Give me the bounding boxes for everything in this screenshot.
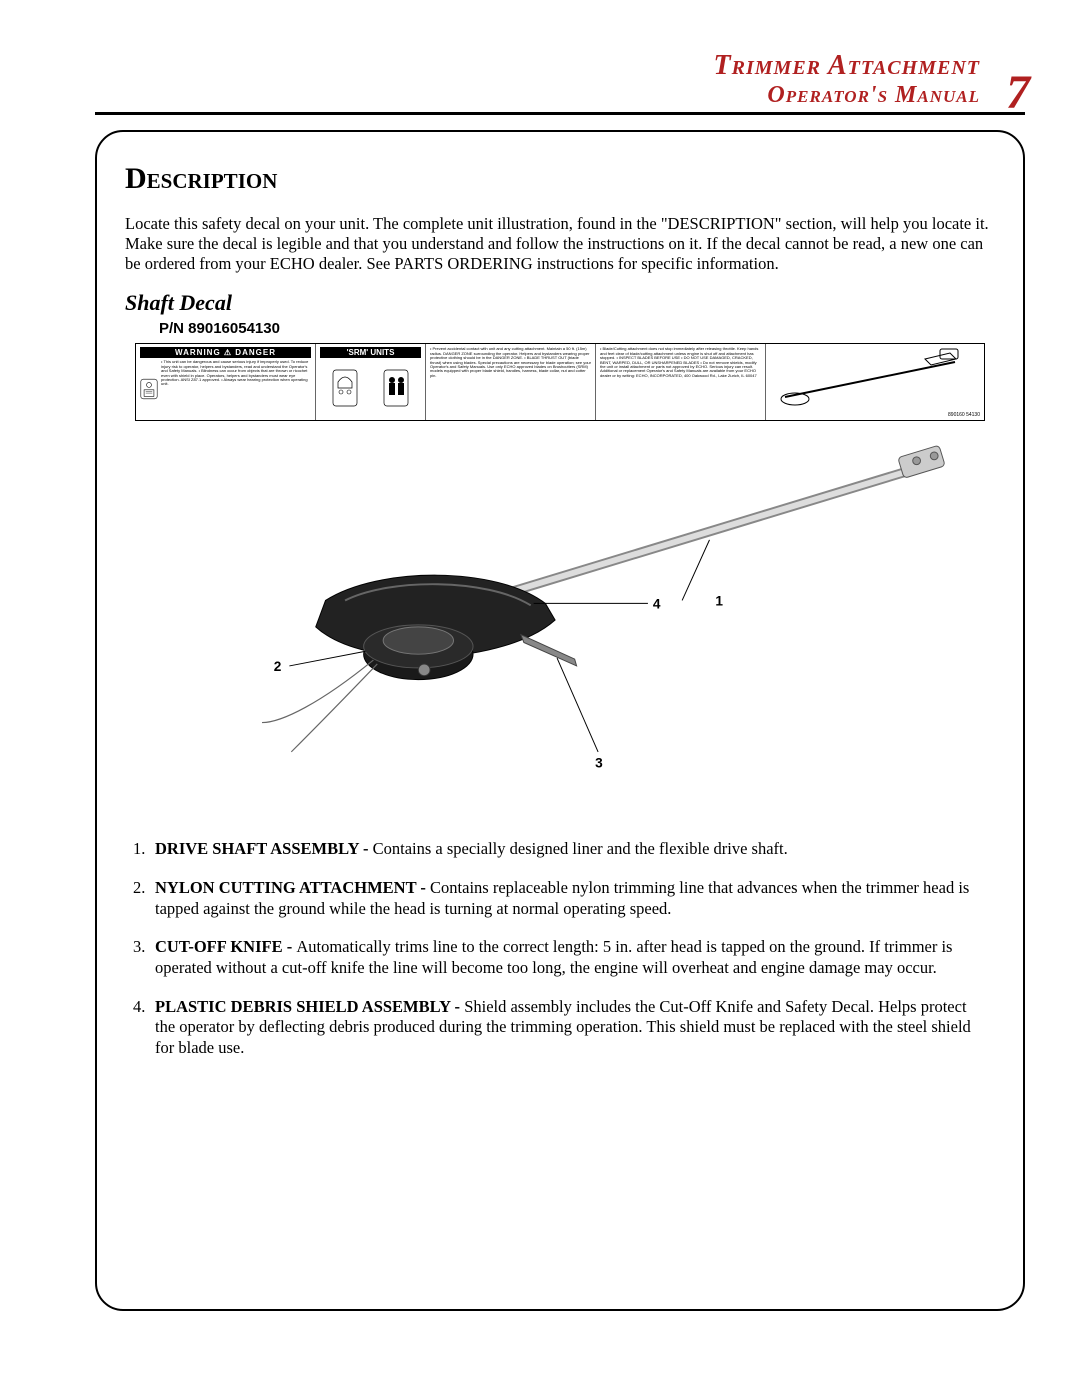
page-header: Trimmer Attachment Operator's Manual 7 xyxy=(714,50,980,109)
part-number: P/N 89016054130 xyxy=(159,320,995,337)
intro-paragraph: Locate this safety decal on your unit. T… xyxy=(125,214,995,274)
content-box: Description Locate this safety decal on … xyxy=(95,130,1025,1311)
decal-text-4: • Blade/Cutting attachment does not stop… xyxy=(600,347,761,378)
list-body: DRIVE SHAFT ASSEMBLY - Contains a specia… xyxy=(155,839,987,860)
warning-text: • This unit can be dangerous and cause s… xyxy=(161,360,311,417)
header-rule xyxy=(95,112,1025,115)
persons-icon xyxy=(382,368,410,408)
decal-panel-srm: 'SRM' UNITS xyxy=(316,344,426,420)
safety-decal: WARNING ⚠ DANGER • This unit can be dang… xyxy=(135,343,985,421)
list-label: PLASTIC DEBRIS SHIELD ASSEMBLY - xyxy=(155,997,464,1016)
list-item: 2. NYLON CUTTING ATTACHMENT - Contains r… xyxy=(133,878,987,919)
list-item: 4. PLASTIC DEBRIS SHIELD ASSEMBLY - Shie… xyxy=(133,997,987,1059)
trimmer-small-icon xyxy=(770,347,980,417)
decal-panel-5: 890160 54130 xyxy=(766,344,984,420)
list-label: DRIVE SHAFT ASSEMBLY - xyxy=(155,839,373,858)
hardhat-icon xyxy=(331,368,359,408)
decal-panel-4: • Blade/Cutting attachment does not stop… xyxy=(596,344,766,420)
callout-1: 1 xyxy=(715,594,723,609)
decal-panel-warning: WARNING ⚠ DANGER • This unit can be dang… xyxy=(136,344,316,420)
list-body: PLASTIC DEBRIS SHIELD ASSEMBLY - Shield … xyxy=(155,997,987,1059)
trimmer-line xyxy=(262,660,377,752)
read-manual-icon xyxy=(140,360,158,417)
list-body: CUT-OFF KNIFE - Automatically trims line… xyxy=(155,937,987,978)
cut-off-knife xyxy=(521,635,577,666)
list-body: NYLON CUTTING ATTACHMENT - Contains repl… xyxy=(155,878,987,919)
decal-number: 890160 54130 xyxy=(948,412,980,418)
callout-3: 3 xyxy=(595,756,603,771)
product-illustration: 1 4 2 3 xyxy=(135,425,985,815)
callout-4: 4 xyxy=(653,597,661,612)
decal-panel-3: • Prevent accidental contact with unit a… xyxy=(426,344,596,420)
list-number: 3. xyxy=(133,937,155,978)
parts-list: 1. DRIVE SHAFT ASSEMBLY - Contains a spe… xyxy=(125,839,995,1058)
list-number: 2. xyxy=(133,878,155,919)
srm-header: 'SRM' UNITS xyxy=(320,347,421,358)
header-title-1: Trimmer Attachment xyxy=(714,50,980,82)
list-number: 1. xyxy=(133,839,155,860)
warning-header: WARNING ⚠ DANGER xyxy=(140,347,311,358)
cutting-head xyxy=(364,625,473,680)
list-item: 1. DRIVE SHAFT ASSEMBLY - Contains a spe… xyxy=(133,839,987,860)
list-item: 3. CUT-OFF KNIFE - Automatically trims l… xyxy=(133,937,987,978)
list-number: 4. xyxy=(133,997,155,1059)
section-title: Description xyxy=(125,162,995,196)
list-label: NYLON CUTTING ATTACHMENT - xyxy=(155,878,430,897)
trimmer-diagram-svg: 1 4 2 3 xyxy=(135,425,985,815)
subsection-title: Shaft Decal xyxy=(125,290,995,316)
list-text: Contains a specially designed liner and … xyxy=(373,839,788,858)
list-label: CUT-OFF KNIFE - xyxy=(155,937,296,956)
header-title-2: Operator's Manual xyxy=(714,82,980,109)
callout-2: 2 xyxy=(274,659,282,674)
decal-text-3: • Prevent accidental contact with unit a… xyxy=(430,347,591,378)
